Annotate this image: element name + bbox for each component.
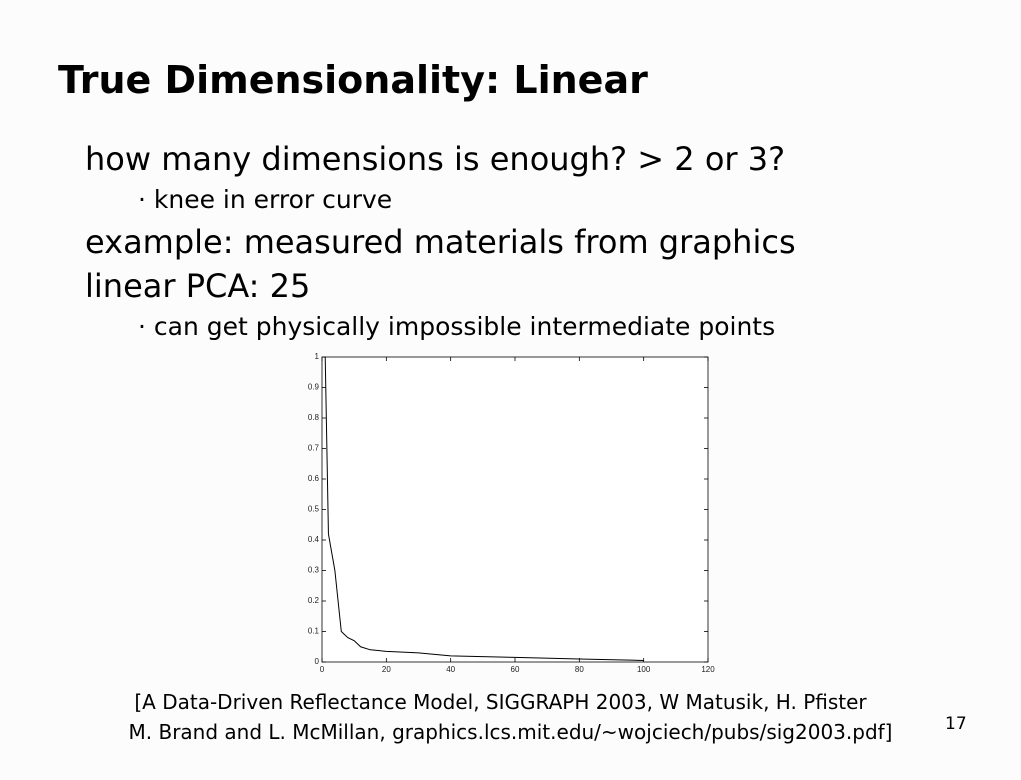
plot-frame — [321, 356, 709, 663]
line — [324, 356, 644, 661]
x-tick-label: 0 — [320, 665, 325, 674]
citation: M. Brand and L. McMillan, graphics.lcs.m… — [128, 720, 893, 744]
y-tick-label: 0.3 — [308, 566, 320, 575]
x-tick-label: 60 — [511, 665, 520, 674]
y-tick-label: 0.6 — [308, 474, 320, 483]
y-tick-label: 0.8 — [308, 413, 320, 422]
y-tick-label: 0.5 — [308, 505, 320, 514]
y-tick-label: 0.1 — [308, 627, 320, 636]
y-tick-label: 0.9 — [308, 383, 320, 392]
x-tick-label: 20 — [382, 665, 391, 674]
page-number: 17 — [945, 714, 967, 734]
y-tick-label: 0 — [315, 657, 320, 666]
y-tick-label: 0.7 — [308, 444, 320, 453]
x-tick-label: 100 — [637, 665, 651, 674]
y-tick-label: 0.2 — [308, 596, 320, 605]
x-tick-label: 40 — [446, 665, 455, 674]
y-tick-label: 1 — [315, 352, 320, 361]
citation: [A Data-Driven Reflectance Model, SIGGRA… — [134, 690, 867, 714]
bullet: how many dimensions is enough? > 2 or 3? — [85, 140, 786, 178]
x-tick-label: 80 — [575, 665, 584, 674]
x-tick-label: 120 — [701, 665, 715, 674]
bullet: example: measured materials from graphic… — [85, 223, 796, 261]
y-tick-label: 0.4 — [308, 535, 320, 544]
sub-bullet: · knee in error curve — [138, 185, 393, 214]
slide-title: True Dimensionality: Linear — [58, 58, 648, 102]
sub-bullet: · can get physically impossible intermed… — [138, 312, 776, 341]
bullet: linear PCA: 25 — [85, 267, 311, 305]
